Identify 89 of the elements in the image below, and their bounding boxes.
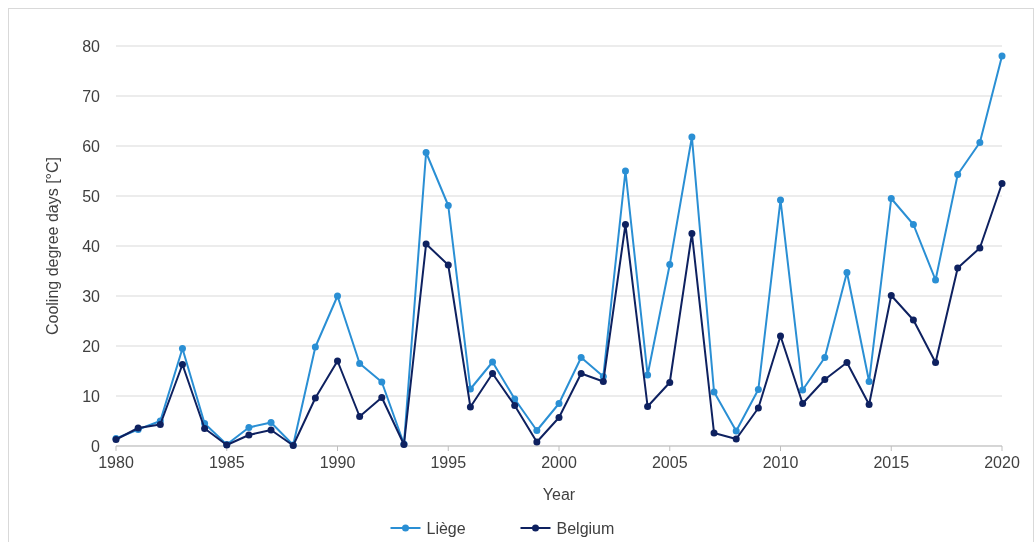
point <box>356 413 364 420</box>
point <box>710 388 718 396</box>
point <box>710 429 718 437</box>
y-tick-label: 80 <box>82 38 101 55</box>
y-tick-label: 70 <box>82 88 101 105</box>
y-tick-label: 0 <box>91 438 101 455</box>
point <box>599 378 607 385</box>
point <box>732 427 740 435</box>
point <box>998 180 1006 187</box>
point <box>489 370 497 377</box>
y-tick-label: 30 <box>82 288 101 305</box>
point <box>511 395 519 403</box>
point <box>444 202 452 209</box>
point <box>754 386 762 393</box>
point <box>156 421 164 428</box>
point <box>909 316 917 324</box>
point <box>666 261 674 268</box>
y-tick-label: 10 <box>82 388 101 405</box>
point <box>843 269 851 276</box>
point <box>178 345 186 352</box>
point <box>865 401 873 408</box>
point <box>887 195 895 202</box>
point <box>688 133 696 141</box>
point <box>267 419 275 426</box>
point <box>688 230 696 237</box>
x-tick-label: 1985 <box>208 454 245 471</box>
y-tick-label: 40 <box>82 238 101 255</box>
legend-label: Liège <box>426 520 466 537</box>
point <box>533 427 541 434</box>
point <box>577 354 585 361</box>
point <box>356 360 364 367</box>
point <box>754 404 762 412</box>
point <box>378 394 386 401</box>
x-tick-label: 2015 <box>873 454 910 471</box>
point <box>887 292 895 299</box>
legend-label: Belgium <box>556 520 615 537</box>
point <box>444 261 452 269</box>
point <box>954 264 962 272</box>
point <box>932 276 940 284</box>
y-tick-label: 60 <box>82 138 101 155</box>
x-tick-label: 2000 <box>541 454 577 471</box>
point <box>644 403 652 410</box>
y-axis-title: Cooling degree days [°C] <box>44 156 61 336</box>
point <box>577 370 585 377</box>
point <box>489 358 497 366</box>
point <box>976 139 984 146</box>
point <box>201 425 209 432</box>
x-tick-label: 2010 <box>762 454 799 471</box>
point <box>311 343 319 351</box>
y-tick-label: 20 <box>82 338 101 355</box>
point <box>245 424 253 431</box>
x-tick-label: 1995 <box>430 454 467 471</box>
point <box>378 378 386 386</box>
point <box>799 386 807 394</box>
x-tick-label: 2020 <box>984 454 1020 471</box>
point <box>954 171 962 178</box>
point <box>821 354 829 361</box>
point <box>666 379 674 386</box>
x-tick-label: 2005 <box>651 454 688 471</box>
point <box>178 361 186 368</box>
point <box>422 240 430 248</box>
y-tick-label: 50 <box>82 188 101 205</box>
point <box>865 378 873 385</box>
point <box>555 400 563 407</box>
point <box>555 414 563 421</box>
point <box>976 244 984 252</box>
point <box>334 292 341 300</box>
point <box>998 52 1006 60</box>
point <box>621 221 629 228</box>
x-tick-label: 1990 <box>319 454 356 471</box>
point <box>533 438 541 446</box>
point <box>821 376 829 383</box>
point <box>932 359 940 366</box>
point <box>245 431 253 439</box>
point <box>267 426 275 434</box>
point <box>311 394 319 402</box>
point <box>621 167 629 175</box>
point <box>777 196 784 204</box>
point <box>511 402 519 409</box>
point <box>422 149 430 156</box>
point <box>843 359 851 366</box>
point <box>777 332 784 340</box>
point <box>334 357 341 365</box>
x-axis-title: Year <box>542 486 576 503</box>
point <box>909 221 917 228</box>
x-tick-label: 1980 <box>98 454 134 471</box>
point <box>732 435 740 443</box>
point <box>466 403 474 411</box>
point <box>799 400 807 407</box>
